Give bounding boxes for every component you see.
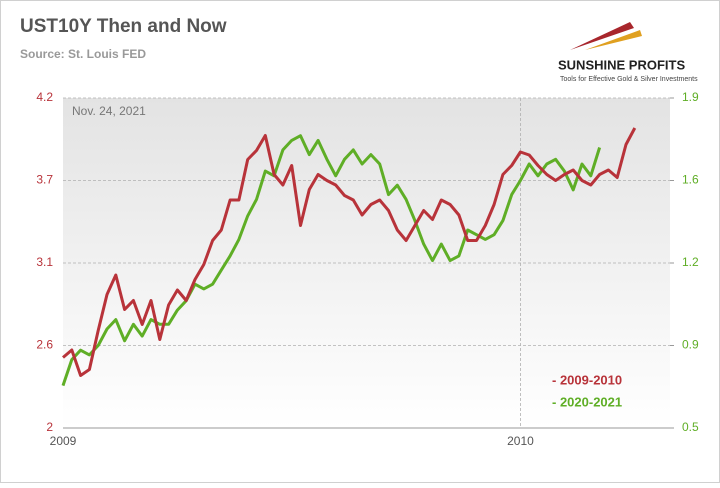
x-tick-label: 2010 bbox=[507, 434, 534, 448]
y-tick-label: 2.6 bbox=[36, 338, 53, 352]
series-line bbox=[62, 127, 637, 377]
y2-tick-label: 1.6 bbox=[682, 173, 699, 187]
y-tick-label: 3.1 bbox=[36, 255, 53, 269]
chart-subtitle: Source: St. Louis FED bbox=[20, 47, 146, 61]
y2-tick-label: 0.5 bbox=[682, 420, 699, 434]
logo-tagline: Tools for Effective Gold & Silver Invest… bbox=[560, 76, 698, 83]
logo: SUNSHINE PROFITS Tools for Effective Gol… bbox=[558, 22, 698, 83]
y2-tick-label: 0.9 bbox=[682, 338, 699, 352]
y2-tick-label: 1.9 bbox=[682, 90, 699, 104]
logo-swoosh bbox=[585, 30, 642, 50]
series-line bbox=[61, 134, 602, 387]
legend-label: - 2009-2010 bbox=[552, 372, 622, 387]
chart-title: UST10Y Then and Now bbox=[20, 16, 227, 37]
y2-tick-label: 1.2 bbox=[682, 255, 699, 269]
y-tick-label: 4.2 bbox=[36, 90, 53, 104]
logo-name: SUNSHINE PROFITS bbox=[558, 57, 685, 72]
y-tick-label: 2 bbox=[46, 420, 53, 434]
logo-swoosh bbox=[570, 22, 634, 50]
y-tick-label: 3.7 bbox=[36, 173, 53, 187]
x-tick-label: 2009 bbox=[50, 434, 77, 448]
legend-label: - 2020-2021 bbox=[552, 394, 622, 409]
annotation: Nov. 24, 2021 bbox=[72, 104, 146, 118]
